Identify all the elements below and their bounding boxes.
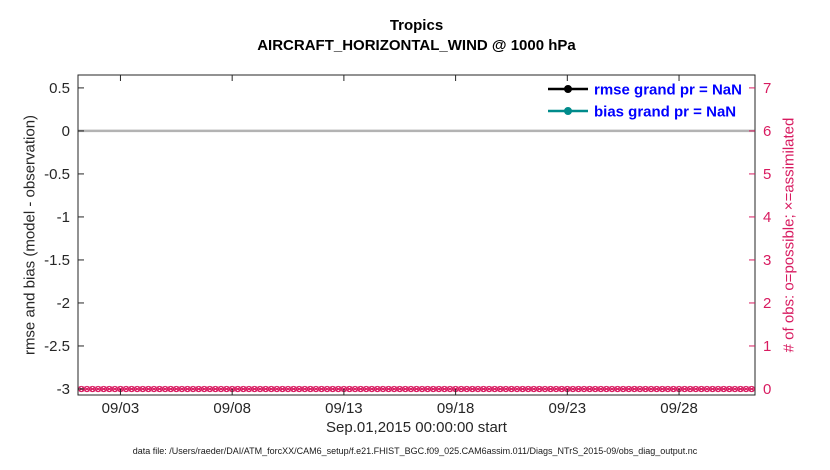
y-right-tick-label: 4 — [763, 209, 771, 226]
y-right-tick-label: 2 — [763, 295, 771, 312]
x-tick-label: 09/13 — [325, 400, 363, 417]
data-file-caption: data file: /Users/raeder/DAI/ATM_forcXX/… — [132, 446, 698, 456]
chart-titles: Tropics AIRCRAFT_HORIZONTAL_WIND @ 1000 … — [78, 16, 755, 56]
obs-marker-row — [78, 385, 755, 393]
page-title: Tropics — [389, 17, 444, 34]
y-left-tick-label: -1 — [57, 209, 70, 226]
legend-label: rmse grand pr = NaN — [594, 81, 742, 98]
y-left-tick-label: -2 — [57, 295, 70, 312]
x-tick-label: 09/18 — [437, 400, 475, 417]
y-left-tick-label: 0 — [62, 123, 70, 140]
x-axis-label: Sep.01,2015 00:00:00 start — [326, 419, 507, 436]
x-tick-label: 09/28 — [660, 400, 698, 417]
chart-subtitle: AIRCRAFT_HORIZONTAL_WIND @ 1000 hPa — [257, 37, 576, 54]
y-axis-left: 0.5 0 -0.5 -1 -1.5 -2 -2.5 -3 — [44, 80, 84, 398]
x-axis: 09/03 09/08 09/13 09/18 09/23 09/28 — [102, 75, 698, 417]
y-axis-right: 7 6 5 4 3 2 1 0 — [749, 80, 771, 398]
y-right-tick-label: 5 — [763, 166, 771, 183]
x-tick-label: 09/23 — [549, 400, 587, 417]
y-left-tick-label: -3 — [57, 381, 70, 398]
y-left-tick-label: -2.5 — [44, 338, 70, 355]
y-left-tick-label: -0.5 — [44, 166, 70, 183]
y-right-tick-label: 3 — [763, 252, 771, 269]
y-right-tick-label: 1 — [763, 338, 771, 355]
plot-border — [77, 74, 756, 396]
y-left-tick-label: 0.5 — [49, 80, 70, 97]
legend-marker — [564, 85, 572, 93]
x-tick-label: 09/03 — [102, 400, 140, 417]
legend-marker — [564, 107, 572, 115]
y-left-tick-label: -1.5 — [44, 252, 70, 269]
y-right-tick-label: 7 — [763, 80, 771, 97]
y-right-tick-label: 0 — [763, 381, 771, 398]
legend: rmse grand pr = NaN bias grand pr = NaN — [548, 81, 742, 120]
y-right-tick-label: 6 — [763, 123, 771, 140]
x-tick-label: 09/08 — [213, 400, 251, 417]
legend-label: bias grand pr = NaN — [594, 103, 736, 120]
